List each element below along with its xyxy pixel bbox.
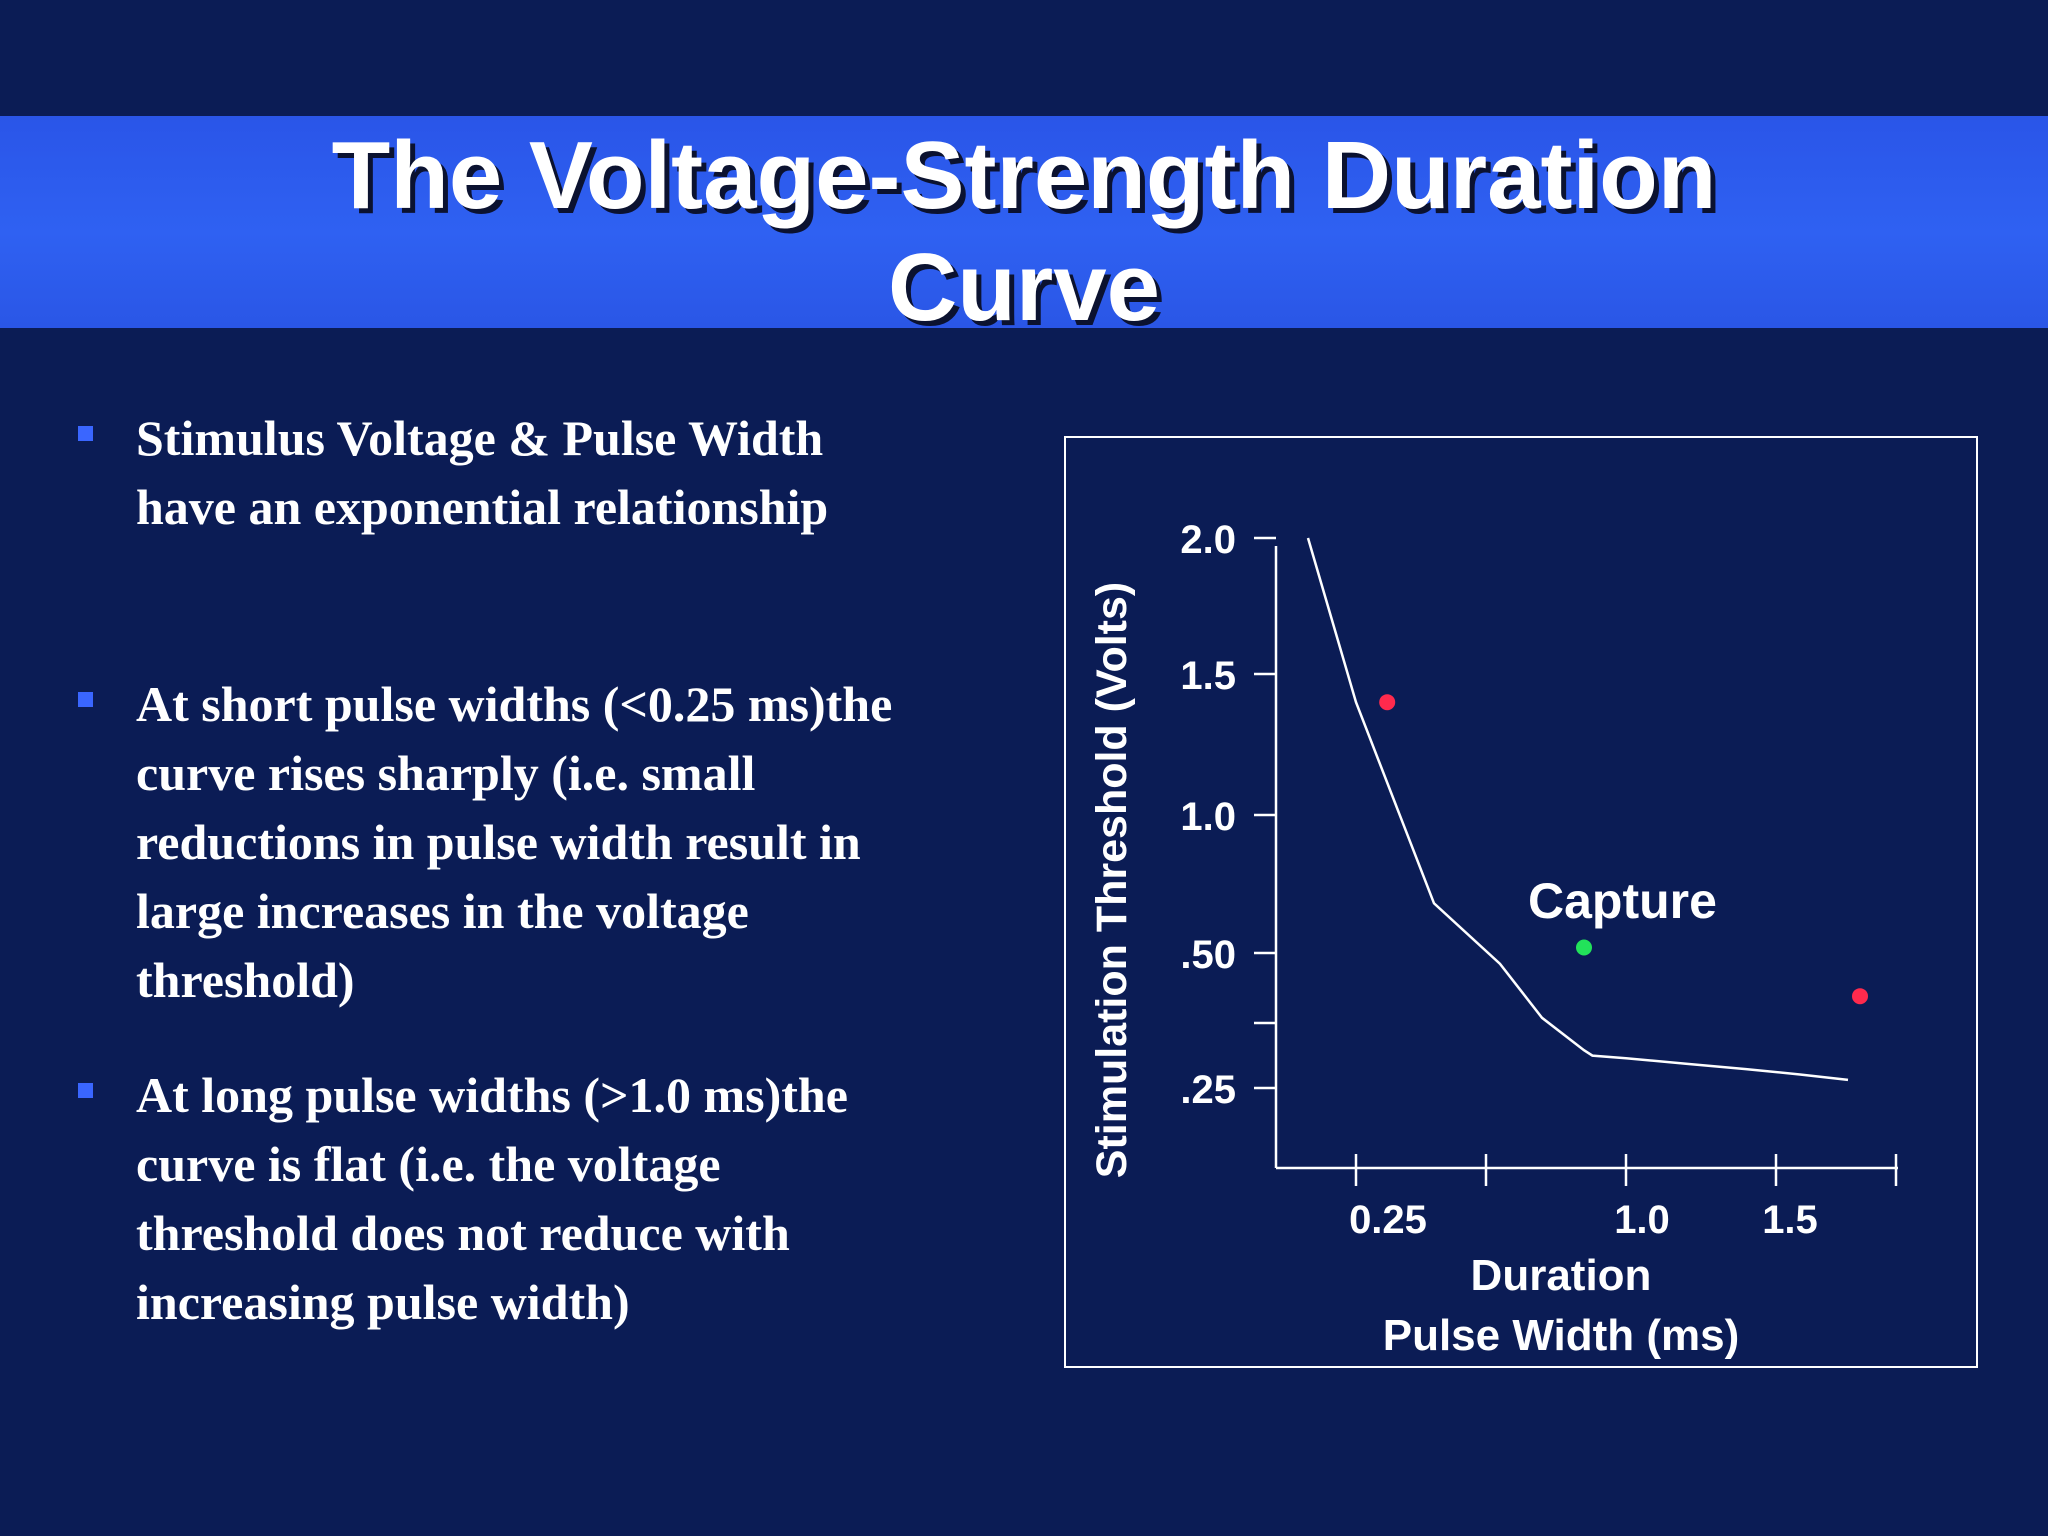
x-tick-label: 0.25 <box>1349 1198 1427 1242</box>
capture-annotation: Capture <box>1528 873 1717 929</box>
capture-point <box>1576 939 1592 956</box>
y-tick-label: 1.0 <box>1180 795 1236 839</box>
bullet-line: curve is flat (i.e. the voltage <box>136 1136 721 1192</box>
y-tick-label: .50 <box>1180 933 1236 977</box>
y-tick-label: 2.0 <box>1180 518 1236 562</box>
bullet-item: At short pulse widths (<0.25 ms)the curv… <box>72 670 1032 1015</box>
bullet-line: have an exponential relationship <box>136 479 829 535</box>
y-tick-label: .25 <box>1180 1068 1236 1112</box>
square-bullet-icon <box>78 426 93 441</box>
slide-title-line-2: Curve <box>887 234 1161 341</box>
slide-title: The Voltage-Strength Duration Curve <box>0 120 2048 344</box>
bullet-line: curve rises sharply (i.e. small <box>136 745 756 801</box>
y-axis-label: Stimulation Threshold (Volts) <box>1088 582 1136 1178</box>
bullet-line: threshold does not reduce with <box>136 1205 790 1261</box>
chart-tick-labels: 2.0 1.5 1.0 .50 .25 0.25 1.0 1.5 <box>1180 518 1817 1242</box>
bullet-item: Stimulus Voltage & Pulse Width have an e… <box>72 404 1032 542</box>
bullet-line: At long pulse widths (>1.0 ms)the <box>136 1067 848 1123</box>
square-bullet-icon <box>78 1083 93 1098</box>
bullet-line: large increases in the voltage <box>136 883 749 939</box>
bullet-list: Stimulus Voltage & Pulse Width have an e… <box>72 404 1032 1337</box>
square-bullet-icon <box>78 692 93 707</box>
x-axis-label-line-2: Pulse Width (ms) <box>1383 1311 1740 1360</box>
y-tick-label: 1.5 <box>1180 654 1236 698</box>
no-capture-point <box>1379 694 1396 711</box>
title-band <box>0 116 2048 328</box>
bullet-item: At long pulse widths (>1.0 ms)the curve … <box>72 1061 1032 1337</box>
x-tick-label: 1.5 <box>1762 1198 1818 1242</box>
x-axis-label-line-1: Duration <box>1471 1251 1652 1300</box>
bullet-line: Stimulus Voltage & Pulse Width <box>136 410 824 466</box>
no-capture-point <box>1852 988 1868 1005</box>
chart-points <box>1379 694 1868 1005</box>
bullet-line: At short pulse widths (<0.25 ms)the <box>136 676 893 732</box>
strength-duration-curve <box>1306 537 1849 1082</box>
slide-title-line-1: The Voltage-Strength Duration <box>331 122 1717 229</box>
chart-frame: 2.0 1.5 1.0 .50 .25 0.25 1.0 1.5 Stimulation Th… <box>1064 436 1978 1368</box>
chart-ticks <box>1254 536 1898 1186</box>
bullet-line: reductions in pulse width result in <box>136 814 861 870</box>
x-tick-label: 1.0 <box>1614 1198 1670 1242</box>
bullet-line: threshold) <box>136 952 355 1008</box>
chart-axes <box>1274 546 1898 1170</box>
bullet-line: increasing pulse width) <box>136 1274 630 1330</box>
strength-duration-chart: 2.0 1.5 1.0 .50 .25 0.25 1.0 1.5 Stimulation Th… <box>1088 518 1898 1360</box>
